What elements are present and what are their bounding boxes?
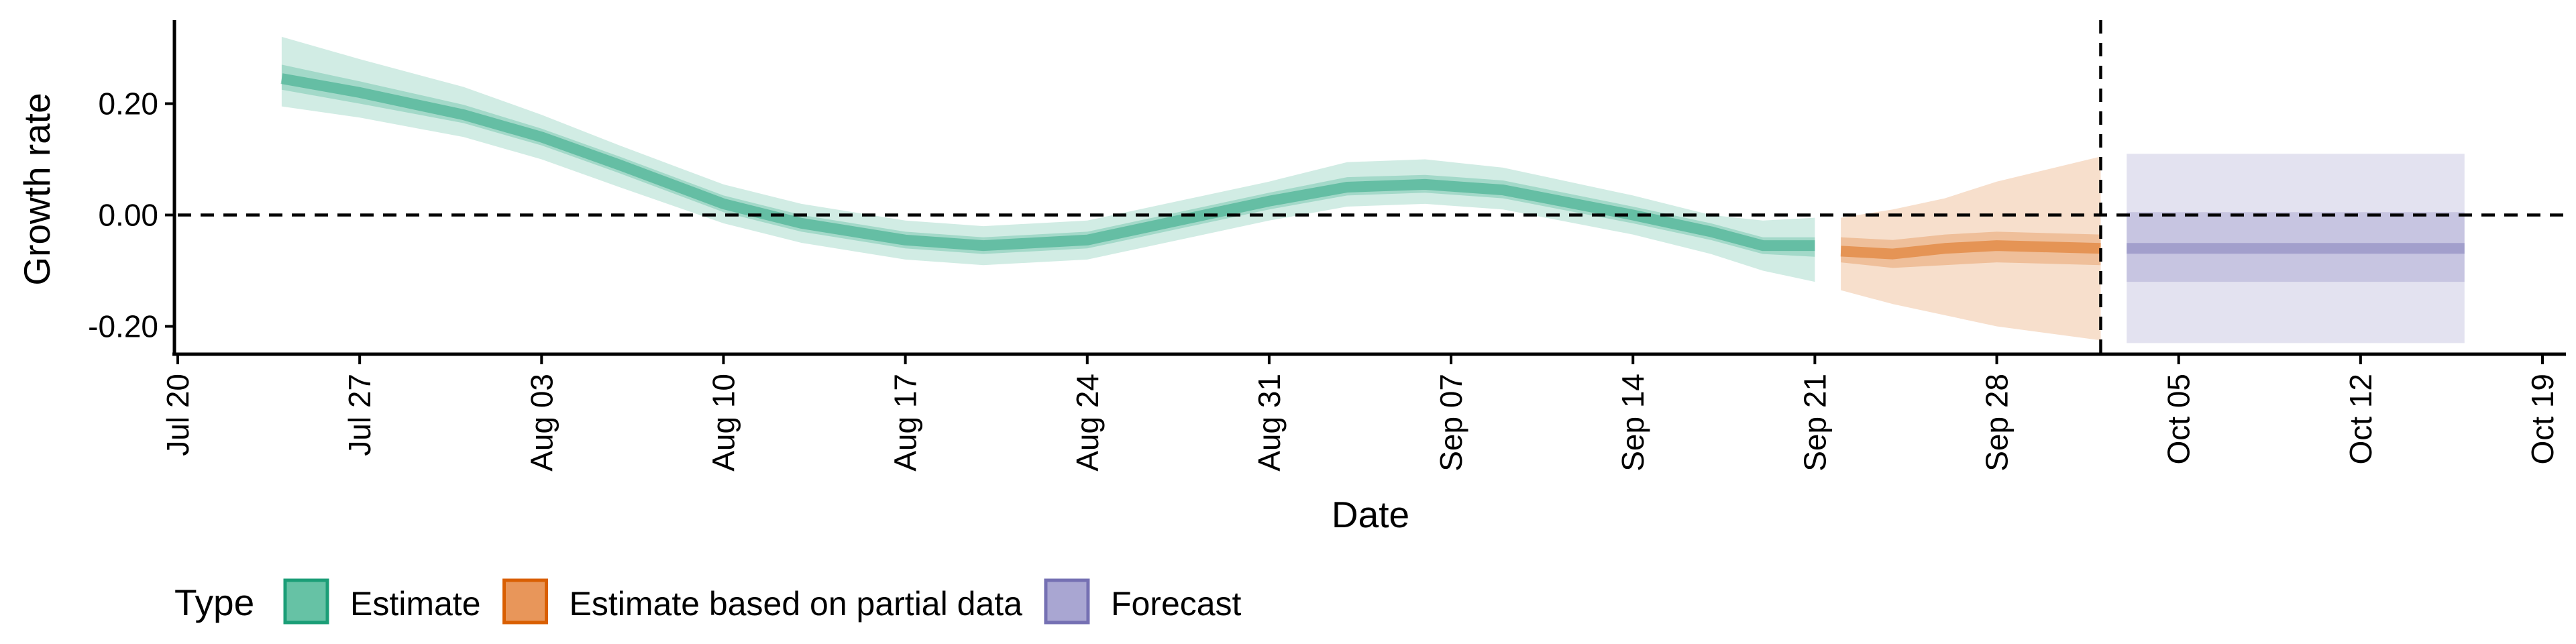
estimate-band-90 xyxy=(281,36,1815,282)
legend: Type Estimate Estimate based on partial d… xyxy=(174,578,1242,625)
x-tick-label: Oct 12 xyxy=(2343,374,2378,465)
estimate-band-50 xyxy=(281,64,1815,257)
legend-key-forecast xyxy=(1044,578,1090,625)
legend-label-estimate-based-on-partial-data: Estimate based on partial data xyxy=(570,585,1023,623)
legend-key-estimate xyxy=(283,578,329,625)
x-tick-label: Jul 27 xyxy=(342,374,377,456)
x-tick-label: Aug 10 xyxy=(706,374,741,472)
x-tick-label: Sep 28 xyxy=(1980,374,2015,472)
x-tick-label: Sep 07 xyxy=(1434,374,1468,472)
estimate-based-on-partial-data-band-90 xyxy=(1841,156,2101,341)
x-tick-label: Aug 24 xyxy=(1070,374,1105,472)
x-ticks: Jul 20 Jul 27 Aug 03 Aug 10 Aug 17 Aug 24 Aug … xyxy=(160,354,2560,472)
legend-key-estimate-based-on-partial-data xyxy=(502,578,549,625)
legend-title: Type xyxy=(174,582,254,623)
estimate-based-on-partial-data-band-50 xyxy=(1841,231,2101,268)
legend-label-forecast: Forecast xyxy=(1111,585,1242,623)
y-tick-label: 0.20 xyxy=(98,87,158,121)
y-ticks: -0.20 0.00 0.20 xyxy=(88,87,174,344)
x-axis-title: Date xyxy=(1332,494,1409,535)
x-tick-label: Aug 31 xyxy=(1252,374,1287,472)
forecast-band-50 xyxy=(2127,212,2465,282)
forecast-band-90 xyxy=(2127,154,2465,343)
x-tick-label: Oct 19 xyxy=(2525,374,2560,465)
x-tick-label: Jul 20 xyxy=(160,374,195,456)
reference-lines xyxy=(178,20,2566,354)
axes xyxy=(172,20,2566,356)
y-tick-label: -0.20 xyxy=(88,309,158,344)
y-tick-label: 0.00 xyxy=(98,198,158,233)
x-tick-label: Oct 05 xyxy=(2161,374,2196,465)
y-axis-title: Growth rate xyxy=(16,93,58,285)
legend-label-estimate: Estimate xyxy=(350,585,481,623)
x-tick-label: Aug 17 xyxy=(888,374,923,472)
x-tick-label: Sep 14 xyxy=(1615,374,1650,472)
x-tick-label: Aug 03 xyxy=(524,374,559,472)
estimate-median-line xyxy=(280,73,1815,252)
ribbons-layer xyxy=(280,36,2465,343)
x-tick-label: Sep 21 xyxy=(1797,374,1832,472)
estimate-based-on-partial-data-median-line xyxy=(1840,240,2101,260)
